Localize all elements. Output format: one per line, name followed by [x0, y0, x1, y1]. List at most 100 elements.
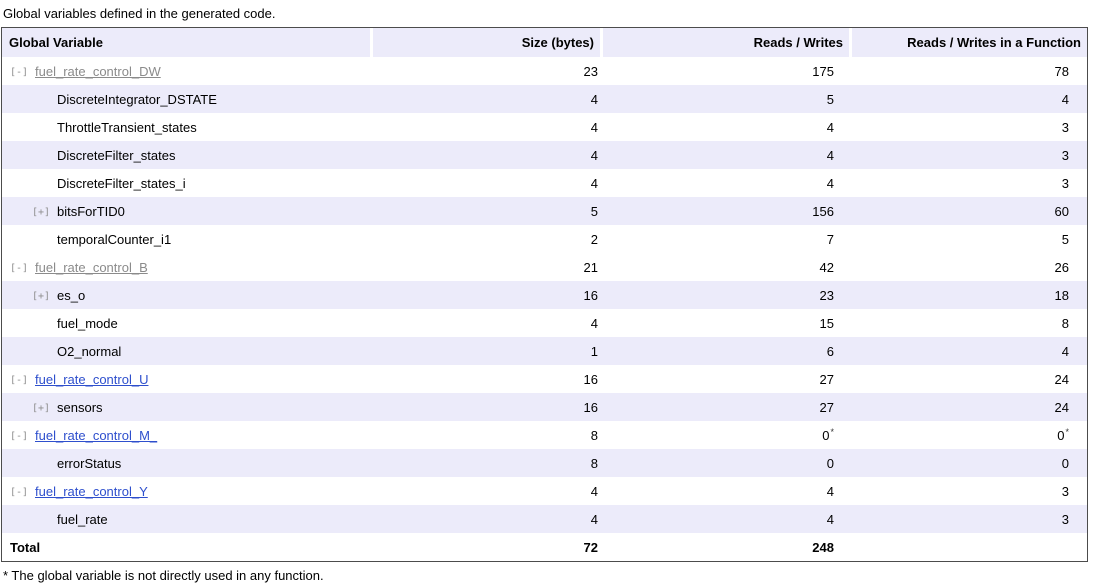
variable-name: temporalCounter_i1 [57, 231, 172, 247]
variable-name-cell: [-] fuel_rate_control_U [2, 365, 373, 393]
value-cell: 24 [852, 393, 1087, 421]
value-cell: 16 [373, 393, 603, 421]
value-cell: 4 [826, 175, 834, 191]
value-cell: 8 [590, 427, 598, 443]
table-row: DiscreteFilter_states_i 4 4 3 [2, 169, 1087, 197]
value-cell: 72 [373, 533, 603, 561]
collapse-toggle[interactable]: [-] [10, 262, 29, 274]
variable-name: fuel_rate [57, 511, 108, 527]
variable-name-cell: [-] fuel_rate_control_M_ [2, 421, 373, 449]
value-cell: 27 [819, 371, 834, 387]
variable-name-cell: [+] bitsForTID0 [2, 197, 373, 225]
value-cell: 0 [603, 449, 852, 477]
value-cell: 156 [603, 197, 852, 225]
variable-name-cell: [+] sensors [2, 393, 373, 421]
variable-name-cell: temporalCounter_i1 [2, 225, 373, 253]
footnote-asterisk: * [1065, 427, 1069, 437]
table-row: [-] fuel_rate_control_Y 4 4 3 [2, 477, 1087, 505]
table-row: ThrottleTransient_states 4 4 3 [2, 113, 1087, 141]
column-header-reads-writes: Reads / Writes [603, 28, 852, 57]
table-row: fuel_rate 4 4 3 [2, 505, 1087, 533]
variable-name: sensors [57, 399, 103, 415]
value-cell: 248 [603, 533, 852, 561]
variable-link[interactable]: fuel_rate_control_M_ [35, 427, 158, 443]
value-cell: 4 [590, 119, 598, 135]
value-cell: 7 [826, 231, 834, 247]
variable-name: DiscreteFilter_states_i [57, 175, 186, 191]
column-header-size-bytes: Size (bytes) [373, 28, 603, 57]
variable-name: errorStatus [57, 455, 122, 471]
value-cell: 60 [852, 197, 1087, 225]
value-cell: 5 [1061, 231, 1069, 247]
table-row: [-] fuel_rate_control_DW 23 175 78 [2, 57, 1087, 85]
table-row: [-] fuel_rate_control_B 21 42 26 [2, 253, 1087, 281]
value-cell: 24 [1054, 371, 1069, 387]
value-cell: 4 [590, 315, 598, 331]
variable-name-cell: DiscreteFilter_states [2, 141, 373, 169]
value-cell: 23 [583, 63, 598, 79]
variable-name-cell: [-] fuel_rate_control_DW [2, 57, 373, 85]
global-variables-table: Global Variable Size (bytes) Reads / Wri… [1, 27, 1088, 562]
page-title: Global variables defined in the generate… [3, 6, 276, 21]
table-row: [+] sensors 16 27 24 [2, 393, 1087, 421]
collapse-toggle[interactable]: [-] [10, 430, 29, 442]
value-cell: 23 [603, 281, 852, 309]
value-cell: 4 [603, 505, 852, 533]
value-cell: 0* [1057, 427, 1069, 443]
table-row: [+] es_o 16 23 18 [2, 281, 1087, 309]
value-cell: 16 [373, 281, 603, 309]
expand-toggle[interactable]: [+] [32, 402, 51, 414]
expand-toggle[interactable]: [+] [32, 290, 51, 302]
value-cell: 27 [603, 393, 852, 421]
variable-name-cell: fuel_rate [2, 505, 373, 533]
value-cell: 78 [1054, 63, 1069, 79]
expand-toggle[interactable]: [+] [32, 206, 51, 218]
collapse-toggle[interactable]: [-] [10, 66, 29, 78]
table-row: DiscreteFilter_states 4 4 3 [2, 141, 1087, 169]
variable-link[interactable]: fuel_rate_control_Y [35, 483, 148, 499]
value-cell: 5 [603, 85, 852, 113]
value-cell: 4 [826, 483, 834, 499]
variable-link[interactable]: fuel_rate_control_B [35, 259, 148, 275]
table-row: O2_normal 1 6 4 [2, 337, 1087, 365]
value-cell: 4 [852, 337, 1087, 365]
collapse-toggle[interactable]: [-] [10, 374, 29, 386]
table-row: [+] bitsForTID0 5 156 60 [2, 197, 1087, 225]
value-cell: 4 [373, 505, 603, 533]
table-row: temporalCounter_i1 2 7 5 [2, 225, 1087, 253]
variable-name: O2_normal [57, 343, 122, 359]
value-cell: 3 [852, 505, 1087, 533]
value-cell: 2 [590, 231, 598, 247]
total-label: Total [2, 533, 373, 561]
table-row: DiscreteIntegrator_DSTATE 4 5 4 [2, 85, 1087, 113]
variable-name-cell: errorStatus [2, 449, 373, 477]
variable-link[interactable]: fuel_rate_control_DW [35, 63, 161, 79]
value-cell: 5 [373, 197, 603, 225]
footnote: * The global variable is not directly us… [3, 568, 324, 583]
value-cell: 1 [373, 337, 603, 365]
value-cell: 4 [590, 483, 598, 499]
value-cell: 21 [583, 259, 598, 275]
footnote-asterisk: * [830, 427, 834, 437]
value-cell: 0 [852, 449, 1087, 477]
value-cell: 4 [852, 85, 1087, 113]
collapse-toggle[interactable]: [-] [10, 486, 29, 498]
table-row: fuel_mode 4 15 8 [2, 309, 1087, 337]
variable-name-cell: [-] fuel_rate_control_Y [2, 477, 373, 505]
variable-link[interactable]: fuel_rate_control_U [35, 371, 149, 387]
value-cell: 4 [826, 119, 834, 135]
variable-name-cell: fuel_mode [2, 309, 373, 337]
value-cell [852, 533, 1087, 561]
variable-name: fuel_mode [57, 315, 118, 331]
variable-name-cell: DiscreteFilter_states_i [2, 169, 373, 197]
variable-name: DiscreteFilter_states [57, 147, 176, 163]
total-row: Total 72 248 [2, 533, 1087, 561]
table-header-row: Global Variable Size (bytes) Reads / Wri… [2, 28, 1087, 57]
value-cell: 4 [373, 141, 603, 169]
value-cell: 18 [852, 281, 1087, 309]
variable-name-cell: [+] es_o [2, 281, 373, 309]
value-cell: 16 [583, 371, 598, 387]
value-cell: 3 [1061, 119, 1069, 135]
variable-name: ThrottleTransient_states [57, 119, 197, 135]
value-cell: 4 [373, 85, 603, 113]
